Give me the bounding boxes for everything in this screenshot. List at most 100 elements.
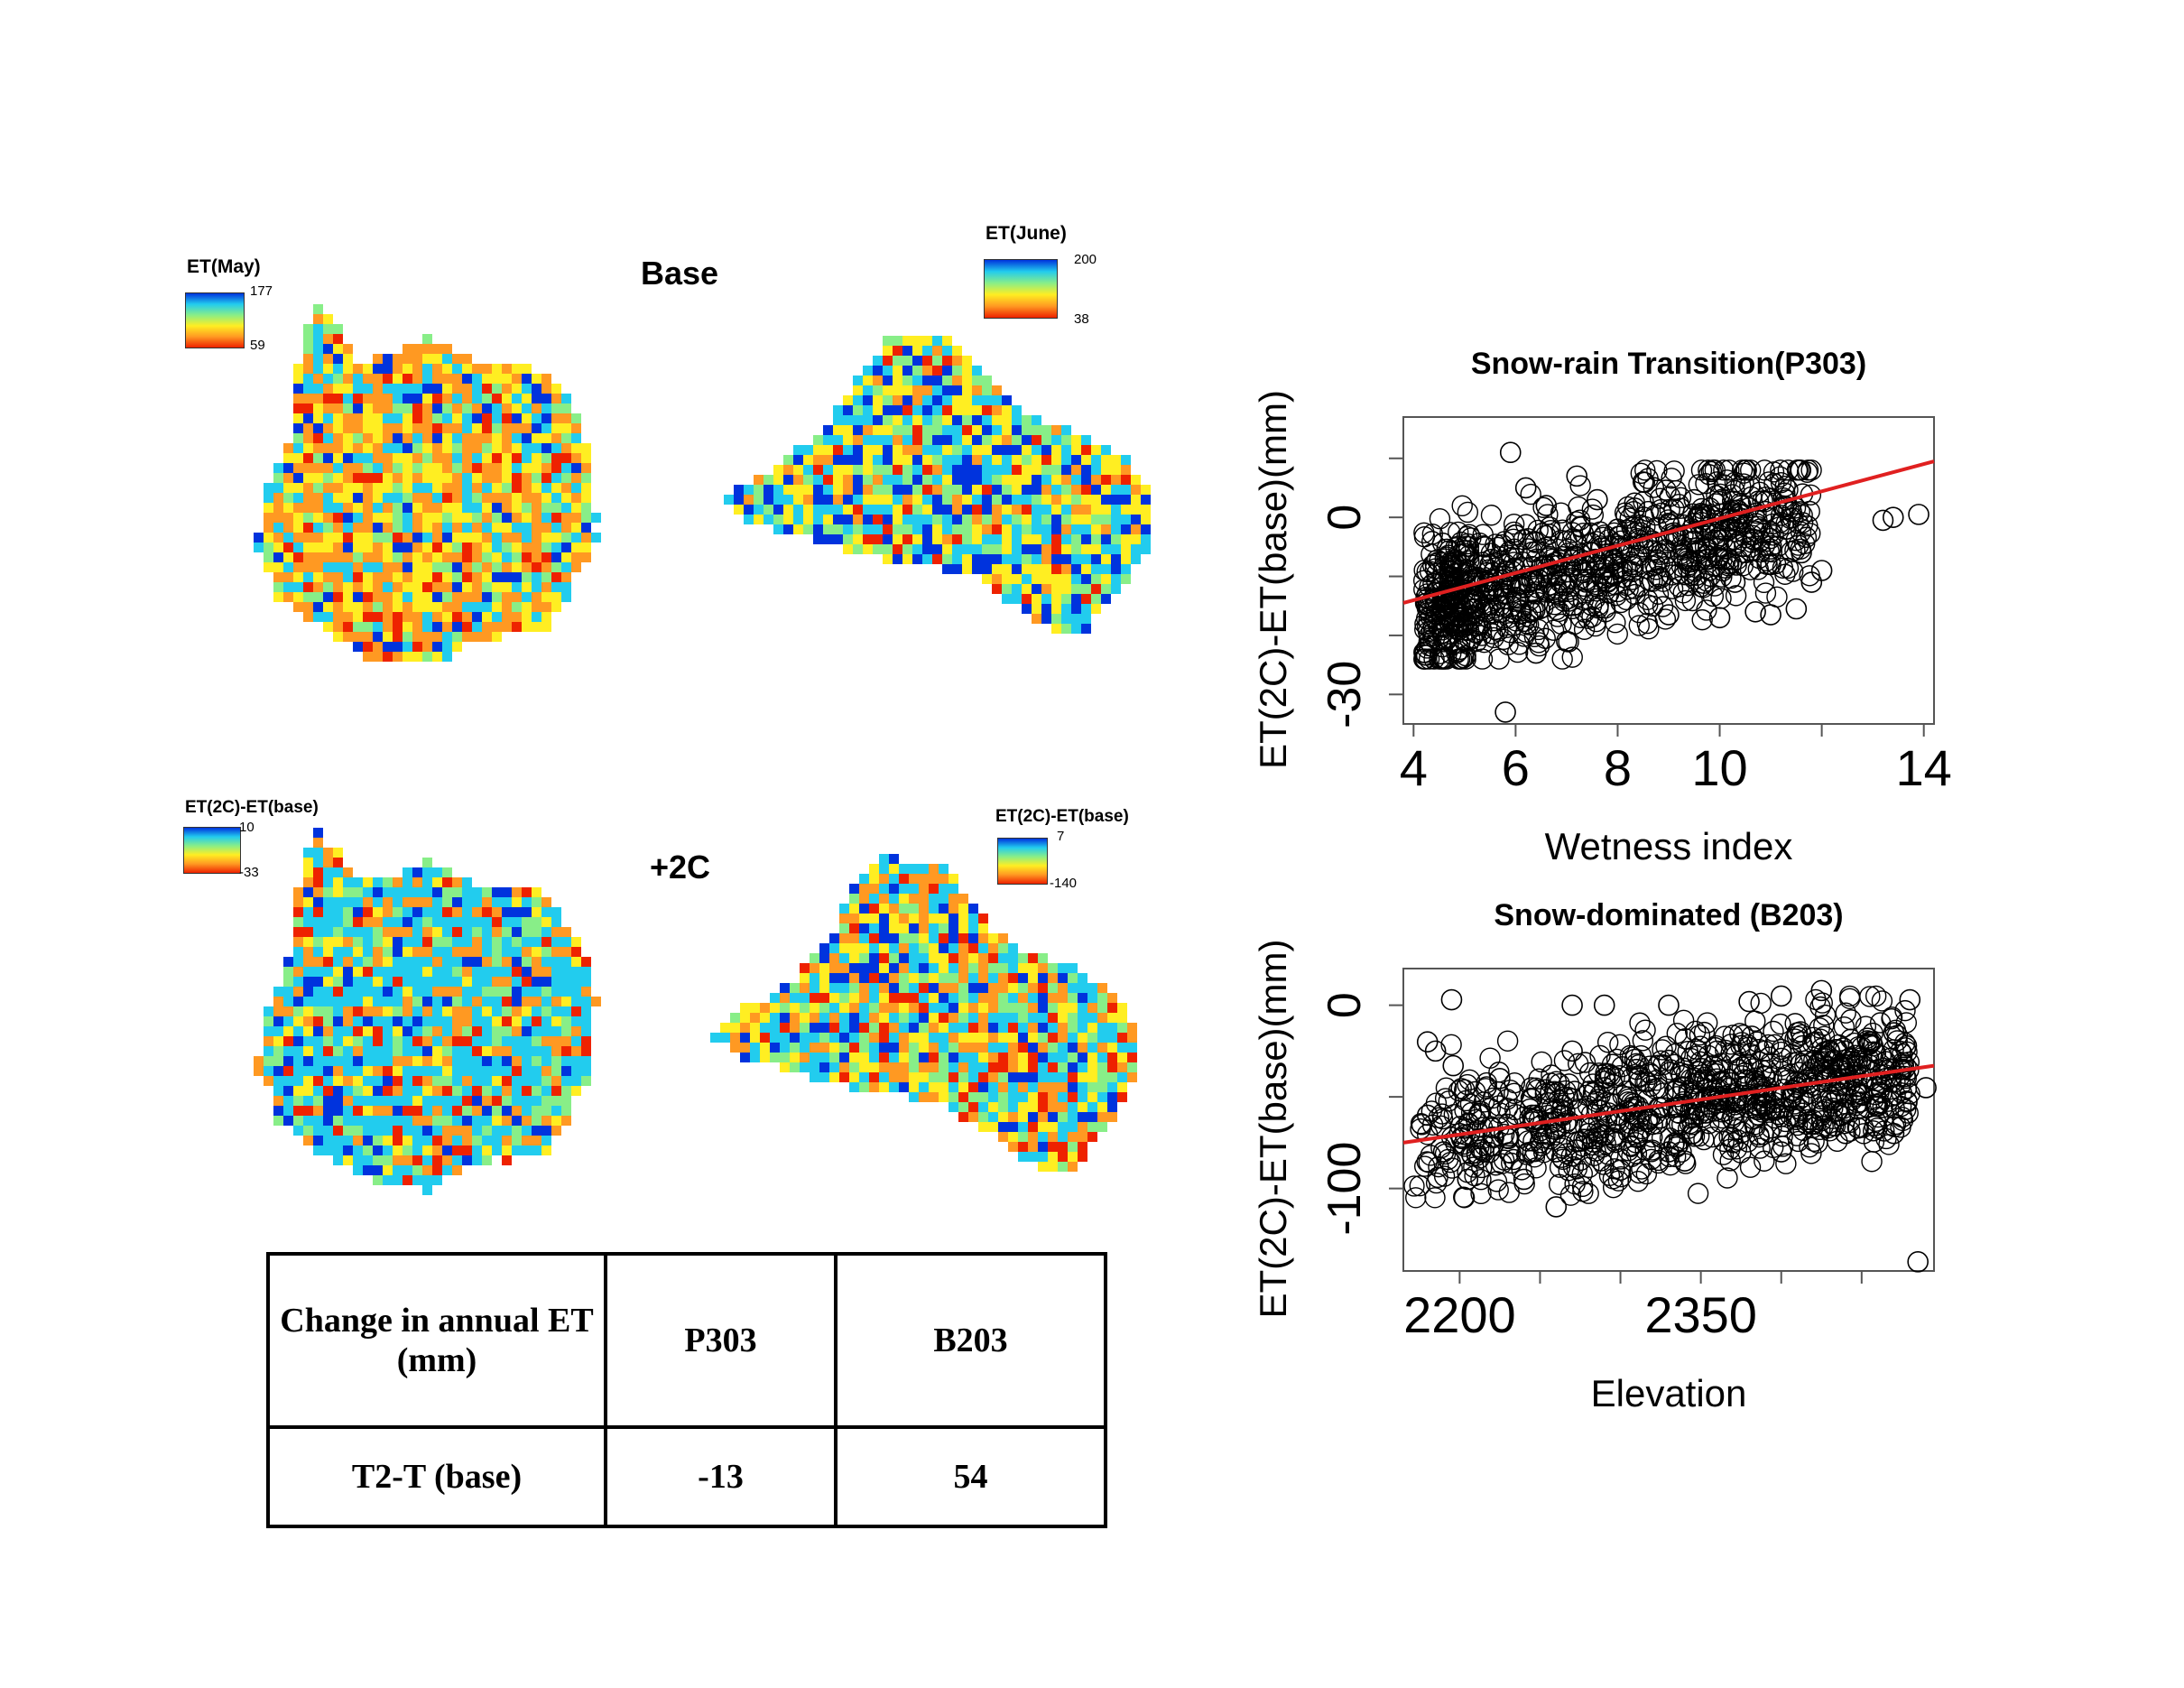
map-cell: [823, 515, 833, 524]
map-cell: [383, 947, 393, 957]
map-cell: [293, 947, 303, 957]
scatter-point: [1727, 1129, 1749, 1151]
map-cell: [1002, 415, 1012, 425]
map-cell: [810, 1033, 819, 1043]
map-cell: [1028, 1092, 1038, 1102]
map-cell: [1111, 524, 1121, 534]
map-cell: [502, 1076, 512, 1086]
map-cell: [403, 957, 412, 967]
map-cell: [442, 1046, 452, 1056]
map-cell: [353, 622, 363, 632]
map-cell: [303, 1036, 313, 1046]
map-cell: [909, 933, 919, 943]
map-cell: [902, 336, 912, 346]
map-cell: [333, 867, 343, 877]
scatter-point: [1503, 513, 1525, 535]
map-cell: [373, 394, 383, 403]
map-cell: [873, 544, 883, 554]
map-cell: [1061, 475, 1071, 485]
scatter-point: [1797, 515, 1818, 537]
map-cell: [1022, 445, 1032, 455]
map-cell: [873, 356, 883, 366]
map-cell: [452, 1106, 462, 1116]
map-cell: [323, 334, 333, 344]
map-cell: [383, 473, 393, 483]
map-cell: [551, 602, 561, 612]
map-cell: [839, 933, 849, 943]
map-cell: [561, 483, 571, 493]
map-cell: [512, 433, 522, 443]
map-cell: [541, 1056, 551, 1066]
map-cell: [843, 445, 853, 455]
map-cell: [1018, 993, 1028, 1003]
scatter-point: [1781, 1087, 1802, 1109]
map-cell: [522, 1066, 532, 1076]
map-cell: [909, 914, 919, 923]
map-cell: [1012, 455, 1022, 465]
map-cell: [482, 423, 492, 433]
map-cell: [303, 413, 313, 423]
map-cell: [922, 544, 932, 554]
map-cell: [343, 1046, 353, 1056]
map-cell: [412, 384, 422, 394]
map-cell: [1058, 1162, 1068, 1172]
map-cell: [343, 632, 353, 642]
map-cell: [1078, 1003, 1087, 1013]
scatter-point: [1468, 1147, 1491, 1169]
map-cell: [859, 1003, 869, 1013]
map-cell: [968, 1072, 978, 1082]
map-cell: [303, 374, 313, 384]
map-cell: [383, 1086, 393, 1096]
map-cell: [403, 1076, 412, 1086]
map-cell: [912, 515, 922, 524]
map-cell: [492, 1096, 502, 1106]
scatter-point: [1793, 533, 1816, 554]
map-cell: [442, 463, 452, 473]
map-cell: [393, 937, 403, 947]
map-cell: [412, 602, 422, 612]
map-cell: [363, 543, 373, 552]
map-cell: [1028, 973, 1038, 983]
map-cell: [859, 904, 869, 914]
map-cell: [522, 1056, 532, 1066]
map-cell: [541, 453, 551, 463]
map-cell: [571, 1036, 581, 1046]
map-cell: [1058, 1033, 1068, 1043]
map-cell: [323, 1136, 333, 1145]
map-cell: [1058, 973, 1068, 983]
map-cell: [982, 455, 992, 465]
map-cell: [502, 513, 512, 523]
map-cell: [754, 505, 763, 515]
map-cell: [780, 1053, 790, 1062]
map-cell: [452, 354, 462, 364]
map-cell: [949, 1102, 958, 1112]
map-cell: [1008, 1053, 1018, 1062]
map-cell: [522, 937, 532, 947]
map-cell: [422, 394, 432, 403]
map-cell: [442, 1006, 452, 1016]
map-cell: [432, 552, 442, 562]
map-cell: [353, 543, 363, 552]
map-cell: [859, 1072, 869, 1082]
map-cell: [462, 1056, 472, 1066]
map-cell: [403, 1175, 412, 1185]
scatter-point: [1617, 1122, 1640, 1144]
map-cell: [1087, 1062, 1097, 1072]
map-cell: [551, 907, 561, 917]
map-cell: [889, 1003, 899, 1013]
map-cell: [333, 602, 343, 612]
map-cell: [472, 592, 482, 602]
map-cell: [303, 523, 313, 533]
map-cell: [823, 445, 833, 455]
map-cell: [412, 867, 422, 877]
map-cell: [393, 1046, 403, 1056]
map-cell: [843, 435, 853, 445]
map-cell: [1008, 1122, 1018, 1132]
map-cell: [432, 483, 442, 493]
map-cell: [912, 356, 922, 366]
map-cell: [333, 483, 343, 493]
scatter-point: [1797, 1108, 1818, 1131]
scatter-point: [1421, 635, 1443, 657]
map-cell: [293, 473, 303, 483]
map-cell: [264, 1026, 273, 1036]
